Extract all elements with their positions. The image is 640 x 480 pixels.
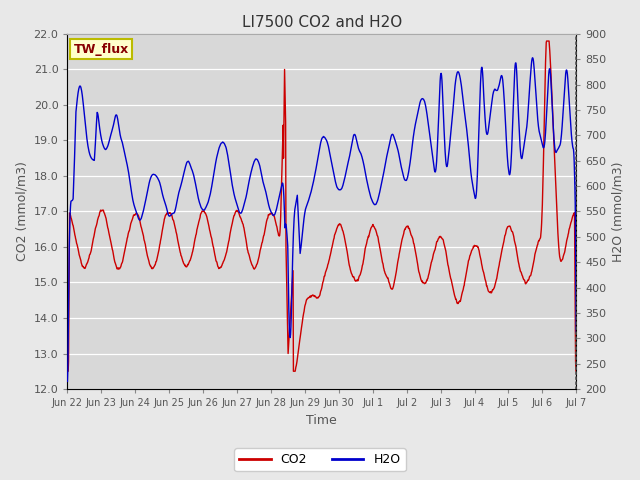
Y-axis label: H2O (mmol/m3): H2O (mmol/m3) bbox=[612, 161, 625, 262]
Text: TW_flux: TW_flux bbox=[74, 43, 129, 56]
Y-axis label: CO2 (mmol/m3): CO2 (mmol/m3) bbox=[15, 162, 28, 262]
Legend: CO2, H2O: CO2, H2O bbox=[234, 448, 406, 471]
X-axis label: Time: Time bbox=[307, 414, 337, 427]
Title: LI7500 CO2 and H2O: LI7500 CO2 and H2O bbox=[242, 15, 402, 30]
